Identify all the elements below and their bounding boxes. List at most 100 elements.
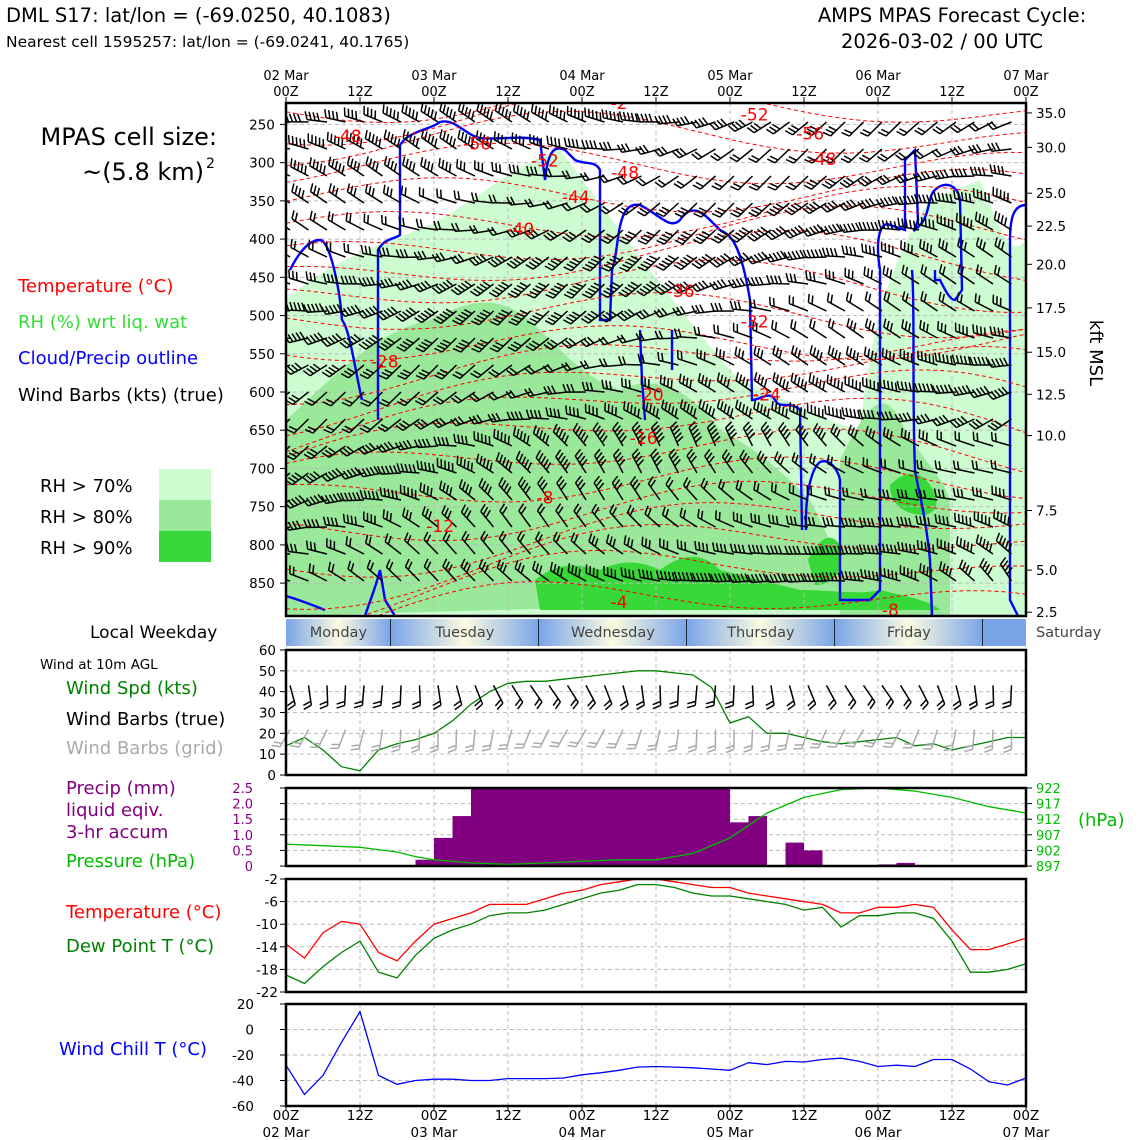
wind-barb-grid <box>646 729 661 751</box>
wind-barb <box>383 156 402 177</box>
wind-barb <box>765 545 790 555</box>
wind-barb <box>644 505 661 528</box>
wind-barb <box>840 517 864 528</box>
wind-barb <box>673 328 698 339</box>
wind-barb <box>654 175 679 188</box>
wind-barb <box>756 450 772 474</box>
wind-barb <box>469 391 494 403</box>
wind-barb <box>771 320 790 339</box>
wind-barb <box>846 318 864 339</box>
temperature-contour <box>286 292 1026 339</box>
windchill-y-axis: 20 0 -20 -40 -60 <box>232 997 286 1115</box>
wind-barb <box>506 255 531 269</box>
pressure-tick-label: 907 <box>1036 829 1061 844</box>
wind-barb <box>291 210 309 231</box>
wind-barb <box>530 103 550 123</box>
wind-barb <box>804 148 828 164</box>
wind-barb <box>686 448 698 474</box>
wind-barb <box>993 210 1012 231</box>
cross-section-grid <box>286 103 1026 616</box>
wind-barb <box>987 357 1012 368</box>
wind-barb <box>457 129 476 150</box>
wind-barb <box>875 174 901 186</box>
wind-barb-grid <box>776 729 791 752</box>
wind-barb <box>400 185 420 204</box>
wind-barb <box>972 431 994 447</box>
wind-barb <box>421 506 439 528</box>
cell-size-value: ~(5.8 km) <box>82 158 204 186</box>
precip-bar <box>693 788 712 866</box>
wind-barb <box>974 293 994 312</box>
wind-barb <box>727 119 753 132</box>
wind-barb <box>691 572 716 582</box>
temperature-contour <box>286 502 1026 578</box>
wind-barb <box>511 132 531 150</box>
wind-barb <box>735 372 753 393</box>
wind-barb <box>783 249 809 261</box>
pressure-tick-label: 917 <box>1036 798 1061 813</box>
wind-barb <box>543 337 568 351</box>
wind-barb <box>555 503 569 528</box>
precip-bar <box>619 788 638 866</box>
wind-barb <box>841 487 864 501</box>
wind-barb <box>457 103 476 123</box>
wind-barb <box>420 103 439 123</box>
wind-barb <box>975 237 994 258</box>
wind-barb <box>877 219 901 231</box>
wind-barb <box>620 567 642 582</box>
wind-barb <box>327 156 346 177</box>
wind-barb <box>991 485 1012 501</box>
bottom-tick-label: 00Z <box>273 1108 299 1124</box>
wind-barb <box>710 148 735 162</box>
wind-barb <box>697 508 716 528</box>
wind-barb <box>716 372 735 393</box>
wind-barb <box>896 488 920 501</box>
wind-barb <box>949 145 975 156</box>
wind-barb <box>878 488 901 501</box>
wind-barb <box>305 540 328 555</box>
temperature-contour-label: -48 <box>611 164 639 184</box>
wind-barb <box>507 337 531 352</box>
wind-barb <box>968 385 994 399</box>
wind-barb <box>339 445 365 457</box>
wind-barb <box>592 422 608 447</box>
precip-bar <box>415 859 434 866</box>
temperature-contour <box>286 456 1026 503</box>
wind-barb-grid <box>410 729 421 754</box>
wind-y-axis: 0 10 20 30 40 50 60 <box>259 643 286 784</box>
wind-barb <box>345 130 365 150</box>
wind-barb <box>696 348 716 366</box>
wind-barb <box>728 573 753 584</box>
wind-barb <box>766 202 790 217</box>
wind-barb <box>672 281 698 294</box>
wind-barb <box>600 255 624 272</box>
height-tick-label: 35.0 <box>1036 106 1066 122</box>
wind-barb <box>714 510 735 528</box>
windchill-tick-label: -60 <box>232 1099 254 1115</box>
wind-barb <box>434 337 458 353</box>
wind-barb <box>396 337 420 352</box>
wind-barb <box>901 319 920 339</box>
wind-barb <box>603 565 624 582</box>
wind-barb <box>460 558 476 582</box>
temperature-contour-label: -20 <box>636 385 664 405</box>
bottom-tick-label: 12Z <box>643 1108 669 1124</box>
wind-barb <box>579 172 605 182</box>
wind-barb-grid <box>481 729 495 752</box>
temp-tick-label: -14 <box>256 940 278 956</box>
rh-legend-swatch-70 <box>159 469 211 500</box>
wind-barb <box>474 160 494 177</box>
wind-barb <box>286 418 291 424</box>
wind-barb <box>774 451 791 474</box>
wind-barb <box>858 517 883 528</box>
wind-barb-true <box>432 685 442 710</box>
wind-barb <box>949 415 975 429</box>
wind-barb <box>612 448 626 474</box>
weekday-label-2: Wednesday <box>571 625 655 641</box>
wind-barb <box>452 364 476 380</box>
wind-barb <box>826 292 846 312</box>
wind-barb-grid <box>514 729 532 749</box>
wind-barb <box>377 337 402 351</box>
